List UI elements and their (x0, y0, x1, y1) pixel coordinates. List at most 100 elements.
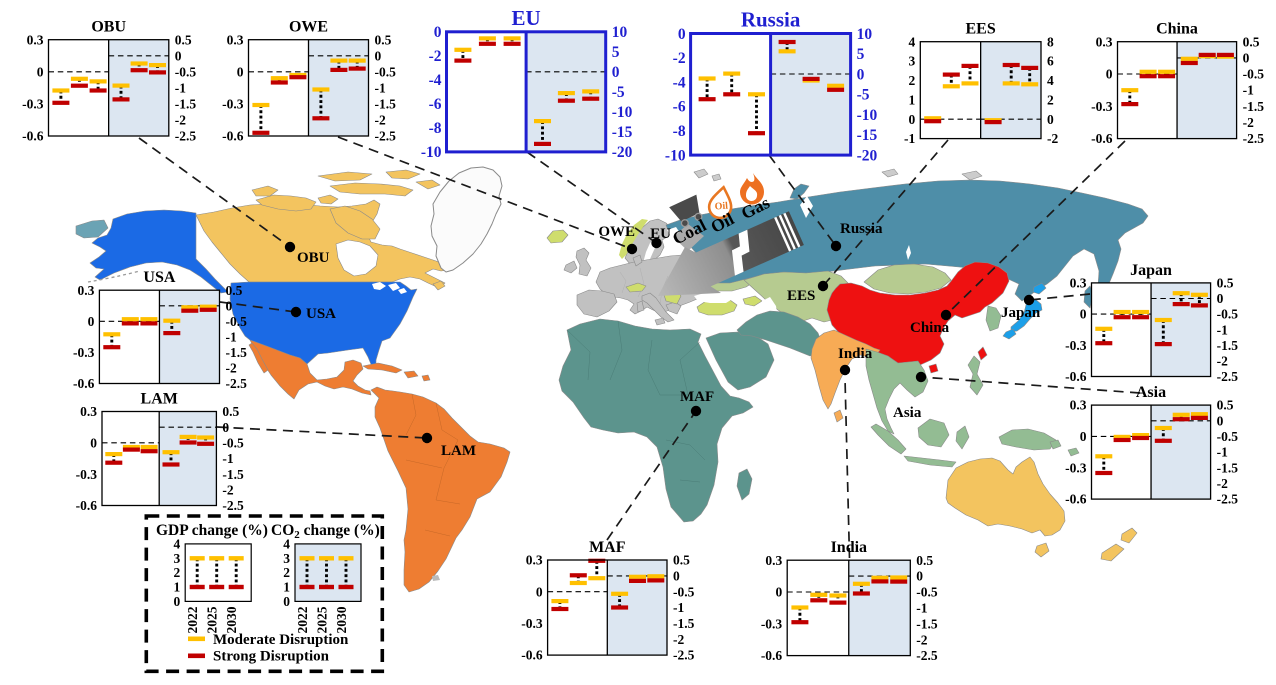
svg-text:4: 4 (909, 34, 916, 49)
svg-text:4: 4 (1047, 73, 1054, 88)
svg-text:0.3: 0.3 (80, 404, 97, 419)
svg-text:-2: -2 (222, 482, 233, 497)
svg-text:0.5: 0.5 (222, 404, 239, 419)
svg-text:-4: -4 (429, 72, 442, 89)
svg-text:LAM: LAM (141, 391, 178, 408)
svg-text:-0.3: -0.3 (1091, 99, 1113, 114)
svg-text:-2: -2 (673, 50, 686, 67)
svg-text:-2.5: -2.5 (226, 376, 248, 391)
svg-text:-20: -20 (612, 144, 633, 161)
svg-text:0: 0 (375, 48, 382, 63)
svg-text:-0.5: -0.5 (375, 64, 397, 79)
svg-text:-1: -1 (673, 600, 684, 615)
svg-text:-1.5: -1.5 (1243, 99, 1265, 114)
svg-text:EES: EES (787, 288, 815, 304)
svg-text:-0.6: -0.6 (222, 129, 244, 144)
svg-text:Moderate Disruption: Moderate Disruption (213, 632, 349, 648)
svg-text:0: 0 (1243, 50, 1250, 65)
svg-text:6: 6 (1047, 54, 1054, 69)
svg-text:-0.3: -0.3 (1065, 460, 1087, 475)
svg-text:-15: -15 (857, 127, 878, 144)
svg-text:3: 3 (283, 551, 290, 566)
svg-text:0: 0 (1217, 291, 1224, 306)
svg-text:0: 0 (1080, 307, 1087, 322)
svg-text:-10: -10 (665, 147, 686, 164)
svg-text:0: 0 (37, 64, 44, 79)
svg-text:-1: -1 (1217, 322, 1228, 337)
svg-text:-4: -4 (673, 74, 686, 91)
svg-text:-2: -2 (1243, 115, 1254, 130)
svg-text:-6: -6 (673, 99, 686, 116)
svg-text:0.5: 0.5 (916, 553, 933, 568)
svg-text:-10: -10 (612, 104, 633, 121)
svg-text:0.3: 0.3 (1096, 34, 1113, 49)
svg-text:-20: -20 (857, 147, 878, 164)
svg-text:-2.5: -2.5 (916, 648, 938, 663)
svg-text:0: 0 (175, 48, 182, 63)
svg-text:-0.3: -0.3 (1065, 338, 1087, 353)
svg-text:-0.3: -0.3 (22, 97, 44, 112)
svg-text:1: 1 (909, 92, 916, 107)
svg-text:-1.5: -1.5 (673, 616, 695, 631)
svg-text:0: 0 (909, 112, 916, 127)
svg-text:-15: -15 (612, 124, 633, 141)
svg-text:3: 3 (173, 551, 180, 566)
svg-text:1: 1 (283, 580, 290, 595)
svg-text:0.5: 0.5 (673, 553, 690, 568)
svg-text:0.3: 0.3 (765, 553, 782, 568)
svg-text:EES: EES (965, 21, 995, 38)
svg-text:-2: -2 (226, 361, 237, 376)
svg-text:0.3: 0.3 (78, 283, 95, 298)
svg-text:OWE: OWE (289, 19, 328, 36)
svg-text:Russia: Russia (741, 8, 801, 32)
svg-text:4: 4 (173, 537, 180, 552)
svg-text:0: 0 (1217, 413, 1224, 428)
svg-text:-0.5: -0.5 (1243, 67, 1265, 82)
svg-text:China: China (1156, 21, 1198, 38)
svg-text:-1.5: -1.5 (916, 616, 938, 631)
svg-text:0: 0 (1080, 429, 1087, 444)
svg-text:-2.5: -2.5 (1243, 131, 1265, 146)
svg-text:-1.5: -1.5 (175, 97, 197, 112)
svg-text:USA: USA (306, 306, 336, 322)
svg-text:0: 0 (283, 594, 290, 609)
svg-text:Japan: Japan (1001, 305, 1041, 321)
svg-text:Oil: Oil (714, 201, 728, 213)
svg-text:-10: -10 (421, 144, 442, 161)
svg-text:0: 0 (434, 24, 442, 41)
svg-text:-1: -1 (1243, 83, 1254, 98)
svg-text:-1: -1 (1217, 445, 1228, 460)
svg-text:LAM: LAM (441, 443, 476, 459)
svg-text:GDP change (%): GDP change (%) (156, 522, 268, 539)
svg-text:India: India (831, 539, 867, 556)
svg-text:-5: -5 (857, 87, 870, 104)
svg-text:-2: -2 (1047, 131, 1058, 146)
svg-text:0: 0 (173, 594, 180, 609)
svg-text:0: 0 (673, 568, 680, 583)
svg-text:0: 0 (916, 569, 923, 584)
svg-text:Strong Disruption: Strong Disruption (213, 649, 330, 665)
svg-text:-2: -2 (175, 113, 186, 128)
svg-text:0: 0 (857, 66, 865, 83)
svg-text:Russia: Russia (840, 221, 883, 237)
svg-text:Japan: Japan (1130, 262, 1172, 279)
svg-text:-2.5: -2.5 (673, 648, 695, 663)
svg-text:0.3: 0.3 (526, 553, 543, 568)
svg-text:-1.5: -1.5 (226, 345, 248, 360)
svg-text:OBU: OBU (91, 19, 126, 36)
svg-text:-0.6: -0.6 (1065, 492, 1087, 507)
svg-text:0.3: 0.3 (27, 32, 44, 47)
svg-text:-0.3: -0.3 (76, 467, 98, 482)
svg-text:2025: 2025 (205, 606, 220, 633)
svg-text:India: India (838, 346, 873, 362)
svg-text:-1: -1 (375, 80, 386, 95)
svg-text:-0.5: -0.5 (1217, 307, 1239, 322)
svg-text:10: 10 (612, 24, 628, 41)
svg-text:EU: EU (512, 6, 541, 30)
svg-text:0.3: 0.3 (1070, 276, 1087, 291)
svg-text:-0.3: -0.3 (222, 97, 244, 112)
svg-text:-2: -2 (1217, 354, 1228, 369)
svg-text:0.5: 0.5 (375, 32, 392, 47)
svg-text:0: 0 (88, 314, 95, 329)
svg-text:-1: -1 (226, 329, 237, 344)
